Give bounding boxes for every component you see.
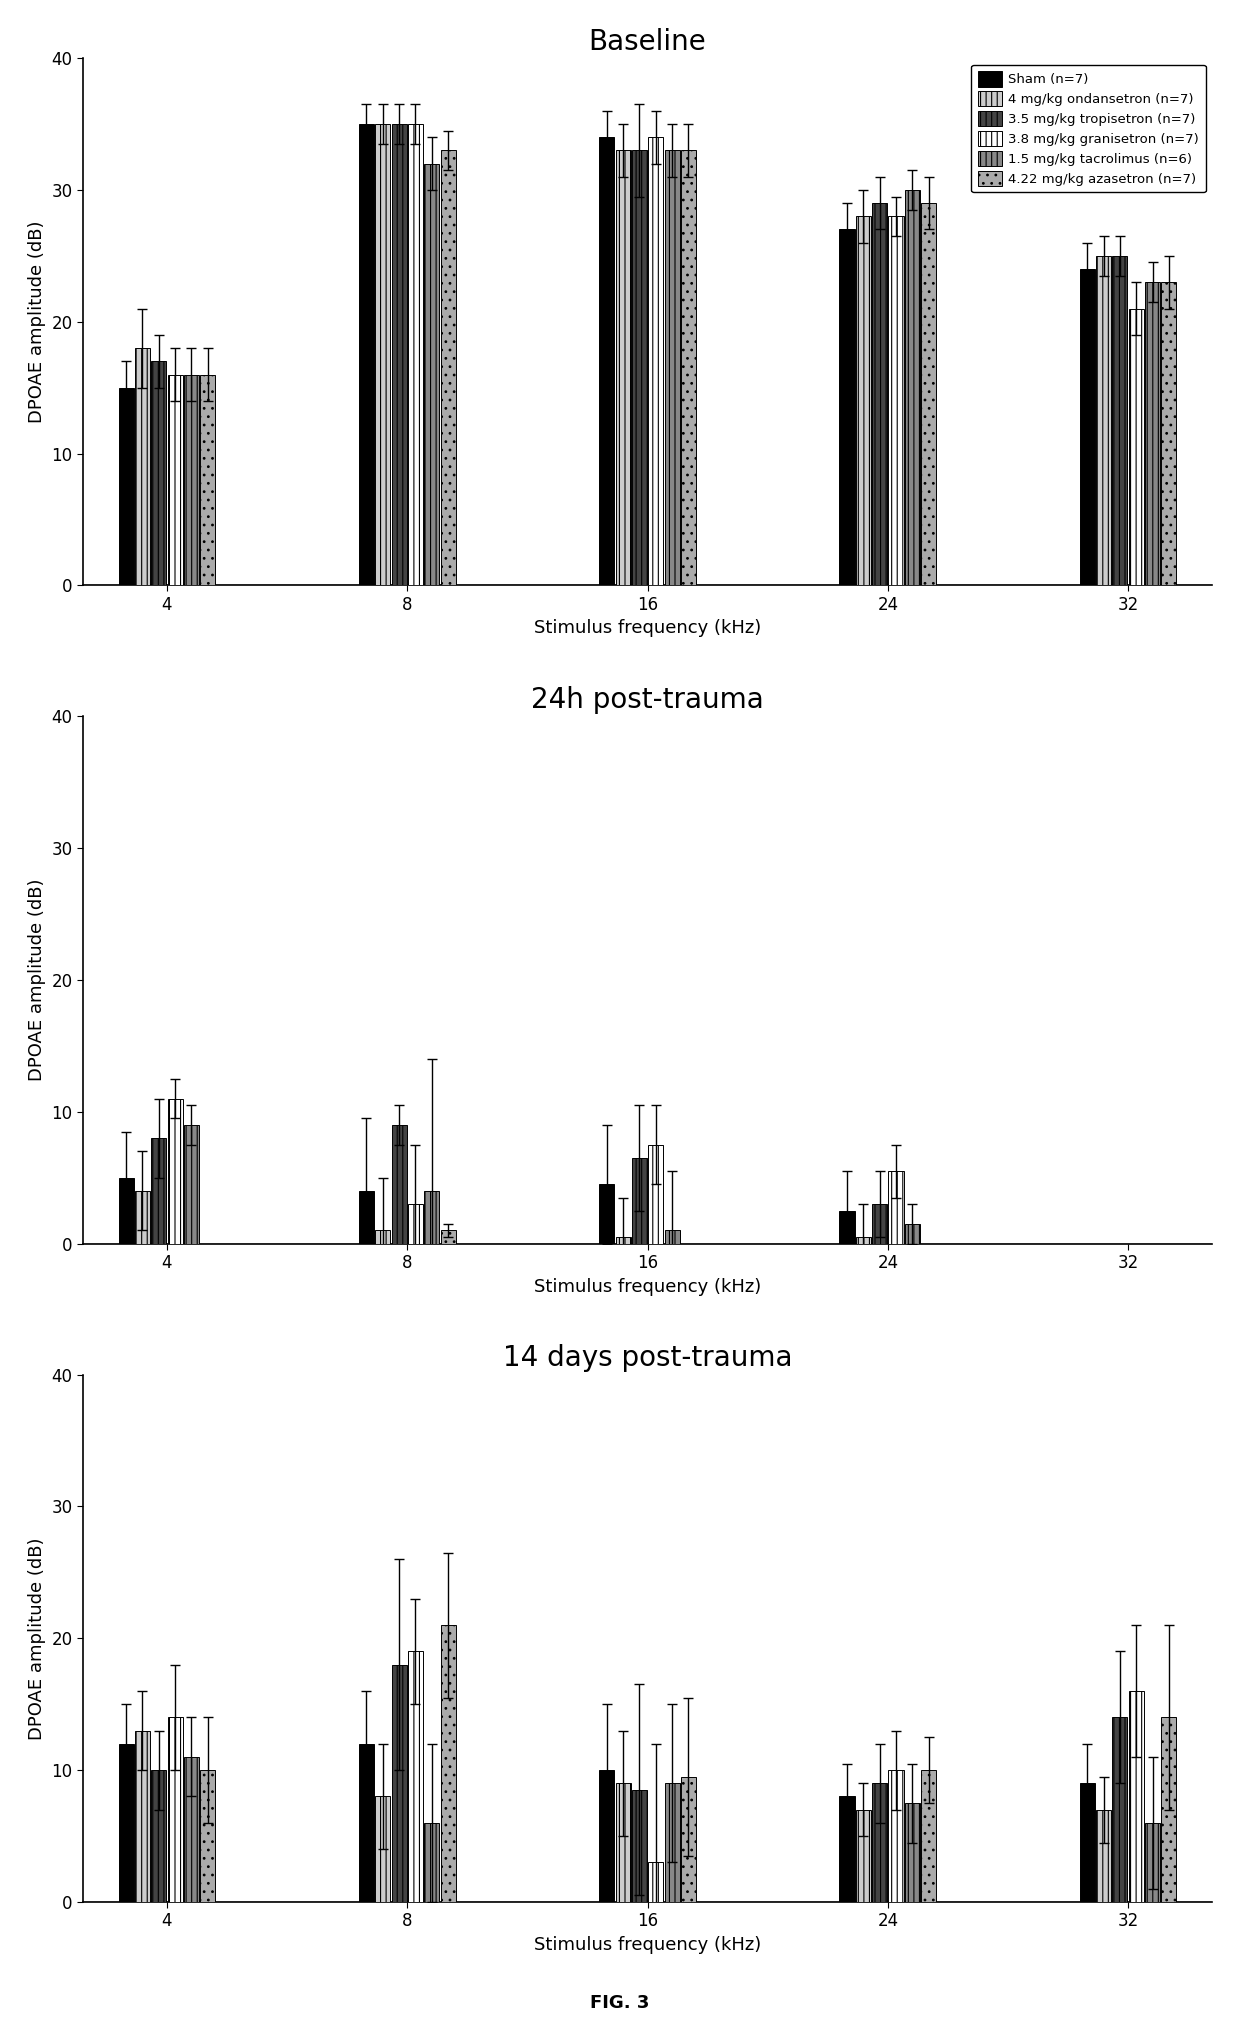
Bar xyxy=(839,1211,854,1243)
Bar xyxy=(1128,1691,1143,1901)
Bar xyxy=(872,1784,887,1901)
Bar xyxy=(615,1784,631,1901)
Bar xyxy=(665,1784,680,1901)
Bar xyxy=(184,375,198,585)
Bar xyxy=(649,1144,663,1243)
Bar xyxy=(408,1651,423,1901)
Bar xyxy=(615,151,631,585)
Bar xyxy=(167,375,182,585)
Bar xyxy=(872,204,887,585)
Y-axis label: DPOAE amplitude (dB): DPOAE amplitude (dB) xyxy=(27,878,46,1082)
Bar xyxy=(151,361,166,585)
Bar xyxy=(1080,1784,1095,1901)
Bar xyxy=(376,123,391,585)
Bar xyxy=(681,151,696,585)
Bar xyxy=(1080,268,1095,585)
Bar xyxy=(408,123,423,585)
Bar xyxy=(599,1185,614,1243)
Bar xyxy=(681,1776,696,1901)
Bar xyxy=(440,1231,455,1243)
Bar xyxy=(1112,256,1127,585)
Bar xyxy=(358,123,374,585)
Bar xyxy=(905,1802,920,1901)
Title: 14 days post-trauma: 14 days post-trauma xyxy=(502,1344,792,1372)
Bar xyxy=(201,1770,216,1901)
Bar xyxy=(119,1179,134,1243)
Bar xyxy=(856,1237,870,1243)
Bar xyxy=(1096,256,1111,585)
Y-axis label: DPOAE amplitude (dB): DPOAE amplitude (dB) xyxy=(27,1538,46,1740)
Bar xyxy=(424,163,439,585)
Bar xyxy=(615,1237,631,1243)
Bar xyxy=(889,1170,904,1243)
Bar xyxy=(358,1744,374,1901)
Bar xyxy=(184,1758,198,1901)
Bar xyxy=(151,1138,166,1243)
Bar xyxy=(408,1205,423,1243)
Bar xyxy=(1162,283,1177,585)
Bar xyxy=(1145,283,1161,585)
Bar xyxy=(184,1124,198,1243)
Bar xyxy=(1096,1810,1111,1901)
Title: Baseline: Baseline xyxy=(589,28,707,57)
Bar xyxy=(358,1191,374,1243)
Bar xyxy=(649,137,663,585)
Bar xyxy=(1128,309,1143,585)
Legend: Sham (n=7), 4 mg/kg ondansetron (n=7), 3.5 mg/kg tropisetron (n=7), 3.8 mg/kg gr: Sham (n=7), 4 mg/kg ondansetron (n=7), 3… xyxy=(971,65,1205,192)
Bar xyxy=(1145,1822,1161,1901)
Bar xyxy=(440,151,455,585)
Bar xyxy=(632,1158,647,1243)
Bar xyxy=(392,123,407,585)
Bar xyxy=(1112,1717,1127,1901)
Bar xyxy=(856,1810,870,1901)
Bar xyxy=(665,1231,680,1243)
Bar xyxy=(632,1790,647,1901)
Bar xyxy=(905,190,920,585)
Bar xyxy=(872,1205,887,1243)
Bar xyxy=(424,1191,439,1243)
Bar xyxy=(135,1731,150,1901)
Bar xyxy=(839,230,854,585)
Bar xyxy=(632,151,647,585)
X-axis label: Stimulus frequency (kHz): Stimulus frequency (kHz) xyxy=(534,1277,761,1296)
Bar xyxy=(889,216,904,585)
Bar xyxy=(135,1191,150,1243)
Bar xyxy=(167,1098,182,1243)
X-axis label: Stimulus frequency (kHz): Stimulus frequency (kHz) xyxy=(534,1935,761,1953)
Bar xyxy=(599,137,614,585)
Title: 24h post-trauma: 24h post-trauma xyxy=(531,686,764,714)
Text: FIG. 3: FIG. 3 xyxy=(590,1994,650,2012)
Bar xyxy=(856,216,870,585)
Bar xyxy=(599,1770,614,1901)
Bar xyxy=(135,349,150,585)
Bar xyxy=(905,1223,920,1243)
Bar xyxy=(392,1665,407,1901)
Bar xyxy=(376,1796,391,1901)
Bar xyxy=(839,1796,854,1901)
Bar xyxy=(649,1863,663,1901)
Bar xyxy=(376,1231,391,1243)
X-axis label: Stimulus frequency (kHz): Stimulus frequency (kHz) xyxy=(534,620,761,638)
Bar xyxy=(201,375,216,585)
Bar xyxy=(665,151,680,585)
Bar xyxy=(1162,1717,1177,1901)
Bar xyxy=(889,1770,904,1901)
Bar xyxy=(119,387,134,585)
Bar xyxy=(424,1822,439,1901)
Bar xyxy=(921,1770,936,1901)
Bar xyxy=(167,1717,182,1901)
Bar xyxy=(119,1744,134,1901)
Bar xyxy=(440,1624,455,1901)
Y-axis label: DPOAE amplitude (dB): DPOAE amplitude (dB) xyxy=(27,220,46,424)
Bar xyxy=(921,204,936,585)
Bar xyxy=(151,1770,166,1901)
Bar xyxy=(392,1124,407,1243)
